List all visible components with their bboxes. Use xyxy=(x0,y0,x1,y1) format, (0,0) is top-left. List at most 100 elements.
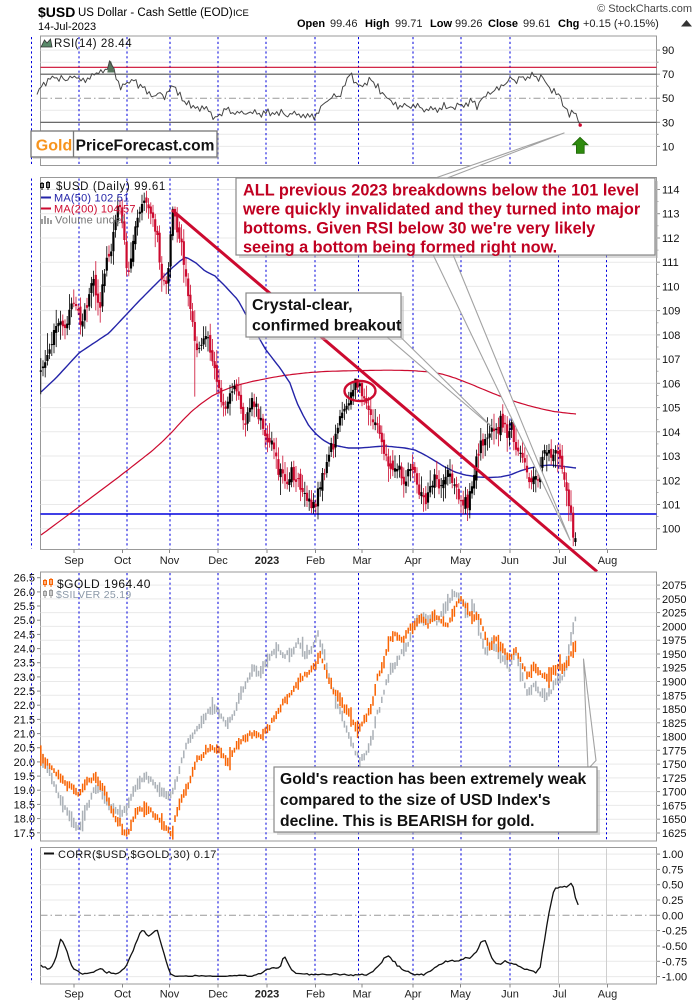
svg-text:$SILVER 25.19: $SILVER 25.19 xyxy=(56,589,132,601)
svg-text:102: 102 xyxy=(662,475,680,487)
svg-text:CORR($USD,$GOLD,30) 0.17: CORR($USD,$GOLD,30) 0.17 xyxy=(58,849,217,861)
svg-text:2023: 2023 xyxy=(255,555,279,567)
svg-text:113: 113 xyxy=(662,209,680,221)
svg-text:Sep: Sep xyxy=(64,555,84,567)
svg-text:21.5: 21.5 xyxy=(14,714,35,726)
svg-text:Feb: Feb xyxy=(306,989,325,1000)
svg-text:PriceForecast.com: PriceForecast.com xyxy=(76,138,215,155)
svg-text:Apr: Apr xyxy=(404,989,421,1000)
svg-text:110: 110 xyxy=(662,281,680,293)
svg-text:Feb: Feb xyxy=(306,555,325,567)
svg-text:100: 100 xyxy=(662,524,680,536)
svg-text:bottoms. Given RSI below 30 we: bottoms. Given RSI below 30 we're very l… xyxy=(243,220,595,238)
svg-text:1875: 1875 xyxy=(662,690,686,702)
svg-text:Dec: Dec xyxy=(208,989,228,1000)
svg-text:Jun: Jun xyxy=(501,555,519,567)
svg-text:90: 90 xyxy=(662,45,674,57)
svg-text:99.71: 99.71 xyxy=(395,18,423,30)
svg-text:Oct: Oct xyxy=(114,555,131,567)
svg-text:106: 106 xyxy=(662,378,680,390)
svg-text:decline. This is BEARISH for g: decline. This is BEARISH for gold. xyxy=(280,813,535,830)
svg-text:1825: 1825 xyxy=(662,718,686,730)
svg-text:Mar: Mar xyxy=(353,555,372,567)
svg-text:105: 105 xyxy=(662,403,680,415)
svg-text:confirmed breakout: confirmed breakout xyxy=(252,318,402,335)
svg-text:101: 101 xyxy=(662,500,680,512)
svg-text:Open: Open xyxy=(297,18,325,30)
svg-text:1925: 1925 xyxy=(662,663,686,675)
svg-text:26.5: 26.5 xyxy=(14,573,35,585)
svg-text:18.5: 18.5 xyxy=(14,799,35,811)
svg-text:$USD: $USD xyxy=(38,4,75,20)
svg-text:112: 112 xyxy=(662,233,680,245)
svg-text:23.0: 23.0 xyxy=(14,672,35,684)
svg-text:1775: 1775 xyxy=(662,745,686,757)
svg-text:-0.50: -0.50 xyxy=(662,941,687,953)
svg-text:Mar: Mar xyxy=(353,989,372,1000)
svg-text:2000: 2000 xyxy=(662,621,686,633)
svg-text:111: 111 xyxy=(662,257,679,269)
svg-text:Gold: Gold xyxy=(36,138,72,155)
svg-text:Jul: Jul xyxy=(552,989,566,1000)
svg-text:17.5: 17.5 xyxy=(14,828,35,840)
svg-text:-1.00: -1.00 xyxy=(662,972,687,984)
svg-text:Low: Low xyxy=(430,18,452,30)
svg-text:+0.15 (+0.15%): +0.15 (+0.15%) xyxy=(583,18,659,30)
svg-text:0.25: 0.25 xyxy=(662,895,683,907)
svg-text:Chg: Chg xyxy=(558,18,579,30)
svg-text:20.5: 20.5 xyxy=(14,743,35,755)
svg-text:70: 70 xyxy=(662,69,674,81)
svg-text:10: 10 xyxy=(662,141,674,153)
svg-text:19.0: 19.0 xyxy=(14,785,35,797)
svg-text:0.50: 0.50 xyxy=(662,880,683,892)
svg-text:2025: 2025 xyxy=(662,608,686,620)
svg-text:-0.25: -0.25 xyxy=(662,926,687,938)
svg-text:2023: 2023 xyxy=(255,989,279,1000)
svg-text:May: May xyxy=(450,989,471,1000)
svg-text:ICE: ICE xyxy=(233,8,249,19)
svg-text:19.5: 19.5 xyxy=(14,771,35,783)
svg-text:RSI(14) 28.44: RSI(14) 28.44 xyxy=(54,38,132,50)
svg-text:1650: 1650 xyxy=(662,814,686,826)
svg-text:25.0: 25.0 xyxy=(14,615,35,627)
svg-text:99.46: 99.46 xyxy=(330,18,358,30)
svg-text:Aug: Aug xyxy=(598,555,618,567)
svg-text:Aug: Aug xyxy=(598,989,618,1000)
svg-text:Jul: Jul xyxy=(552,555,566,567)
svg-text:1950: 1950 xyxy=(662,649,686,661)
svg-text:24.5: 24.5 xyxy=(14,629,35,641)
svg-text:May: May xyxy=(450,555,471,567)
svg-text:MA(200) 104.57: MA(200) 104.57 xyxy=(54,204,136,216)
svg-text:24.0: 24.0 xyxy=(14,644,35,656)
svg-text:2050: 2050 xyxy=(662,594,686,606)
svg-text:26.0: 26.0 xyxy=(14,587,35,599)
svg-text:25.5: 25.5 xyxy=(14,601,35,613)
svg-text:Nov: Nov xyxy=(160,989,180,1000)
svg-text:22.5: 22.5 xyxy=(14,686,35,698)
svg-text:MA(50) 102.51: MA(50) 102.51 xyxy=(54,193,129,205)
svg-text:1750: 1750 xyxy=(662,759,686,771)
svg-text:© StockCharts.com: © StockCharts.com xyxy=(597,3,692,15)
svg-text:High: High xyxy=(365,18,390,30)
svg-text:Close: Close xyxy=(488,18,518,30)
svg-text:22.0: 22.0 xyxy=(14,700,35,712)
svg-text:114: 114 xyxy=(662,185,680,197)
svg-text:Apr: Apr xyxy=(404,555,421,567)
svg-text:0.75: 0.75 xyxy=(662,864,683,876)
svg-text:108: 108 xyxy=(662,330,680,342)
svg-text:$GOLD 1964.40: $GOLD 1964.40 xyxy=(57,577,151,591)
svg-text:14-Jul-2023: 14-Jul-2023 xyxy=(38,21,96,33)
svg-text:2075: 2075 xyxy=(662,580,686,592)
svg-text:20.0: 20.0 xyxy=(14,757,35,769)
svg-text:1725: 1725 xyxy=(662,773,686,785)
svg-text:Sep: Sep xyxy=(64,989,84,1000)
svg-text:compared to the size of USD In: compared to the size of USD Index's xyxy=(280,792,551,809)
svg-text:were quickly invalidated and t: were quickly invalidated and they turned… xyxy=(242,201,641,219)
svg-text:Jun: Jun xyxy=(501,989,519,1000)
svg-text:Gold's reaction has been extre: Gold's reaction has been extremely weak xyxy=(280,771,587,788)
svg-text:1800: 1800 xyxy=(662,732,686,744)
svg-text:$USD (Daily) 99.61: $USD (Daily) 99.61 xyxy=(56,181,166,193)
svg-text:103: 103 xyxy=(662,451,680,463)
svg-text:23.5: 23.5 xyxy=(14,658,35,670)
svg-text:18.0: 18.0 xyxy=(14,814,35,826)
